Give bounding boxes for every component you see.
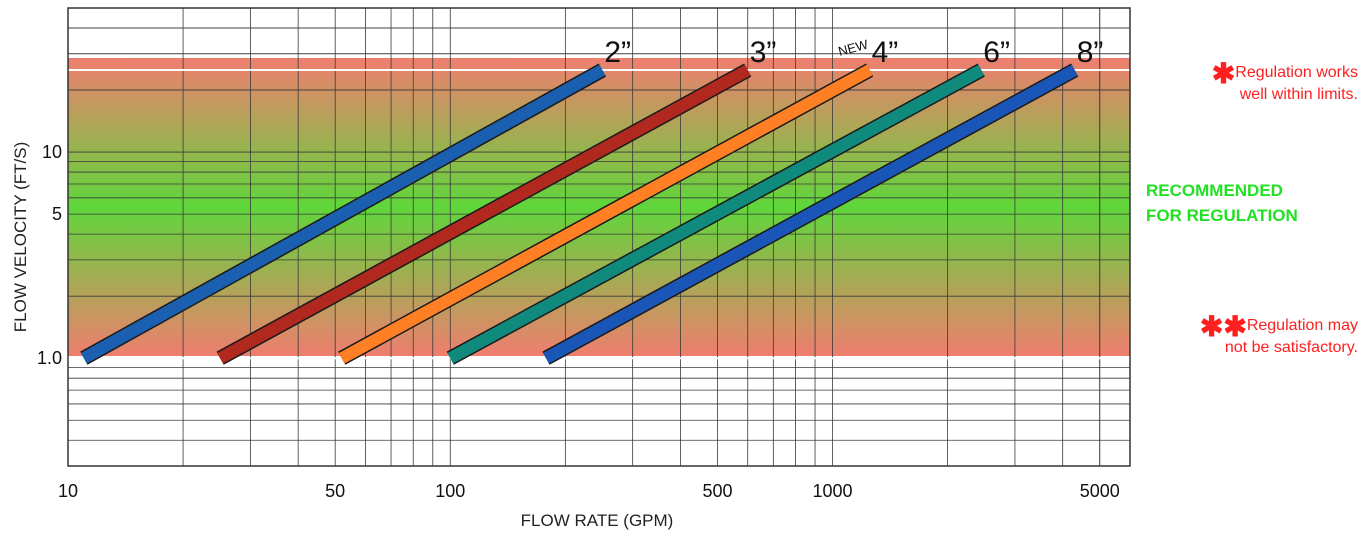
y-tick-label: 10 <box>42 142 62 162</box>
note-works-well-line1: Regulation works <box>1235 64 1358 81</box>
note-not-satisfactory-line1: Regulation may <box>1246 317 1358 334</box>
single-asterisk-icon: ✱ <box>1211 58 1236 89</box>
note-not-satisfactory-line2: not be satisfactory. <box>1224 339 1358 356</box>
series-line <box>447 64 985 364</box>
recommended-line2: FOR REGULATION <box>1146 206 1298 225</box>
series-label: 2” <box>604 36 631 69</box>
note-not-satisfactory: ✱✱Regulation may not be satisfactory. <box>1200 313 1358 358</box>
x-axis-label: FLOW RATE (GPM) <box>521 511 674 530</box>
series-line <box>217 64 751 364</box>
series-line <box>543 64 1078 364</box>
series-label: 4” <box>872 36 899 69</box>
note-works-well: ✱Regulation works well within limits. <box>1212 60 1358 105</box>
series-label: 6” <box>983 36 1010 69</box>
series-label: 8” <box>1077 36 1104 69</box>
series-layer <box>80 63 1079 365</box>
y-tick-label: 1.0 <box>37 348 62 368</box>
x-tick-label: 100 <box>435 481 465 501</box>
series-label: 3” <box>750 36 777 69</box>
series-line <box>80 64 606 364</box>
y-axis-label: FLOW VELOCITY (FT/S) <box>11 142 30 332</box>
x-tick-label: 500 <box>702 481 732 501</box>
y-tick-label: 5 <box>52 204 62 224</box>
x-tick-label: 5000 <box>1080 481 1120 501</box>
recommended-line1: RECOMMENDED <box>1146 181 1283 200</box>
x-tick-label: 10 <box>58 481 78 501</box>
recommended-band <box>68 58 1130 356</box>
double-asterisk-icon: ✱✱ <box>1199 311 1247 342</box>
note-works-well-line2: well within limits. <box>1239 86 1358 103</box>
grid-lines <box>68 8 1130 466</box>
labels-layer: 2” 3” 4”NEW 6” 8” 10 50 100 500 1000 5000 1.0 5 10 <box>37 36 1120 501</box>
recommended-label: RECOMMENDED FOR REGULATION <box>1146 178 1298 228</box>
series-line <box>338 64 873 364</box>
x-tick-label: 50 <box>325 481 345 501</box>
x-tick-label: 1000 <box>813 481 853 501</box>
series-label-prefix: NEW <box>836 36 870 59</box>
plot-frame <box>67 7 1131 467</box>
